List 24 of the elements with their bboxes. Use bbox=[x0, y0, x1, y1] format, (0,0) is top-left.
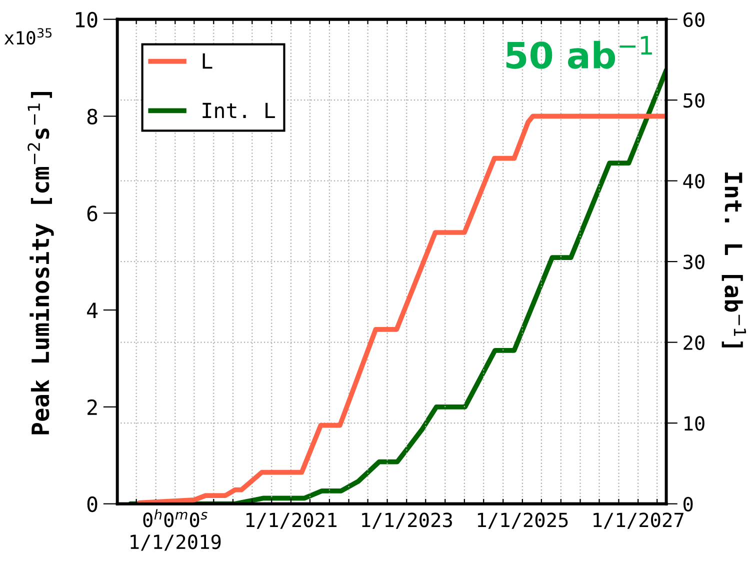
y2-tick-label: 60 bbox=[684, 12, 704, 28]
y2-tick-label: 10 bbox=[684, 416, 704, 431]
y-tick-label: 2 bbox=[88, 399, 97, 415]
legend-label: L bbox=[202, 53, 212, 69]
y2-tick-label: 30 bbox=[684, 254, 704, 270]
y2-tick-label: 40 bbox=[683, 174, 704, 189]
x-tick-label: 1/1/2023 bbox=[362, 512, 452, 529]
y-tick-label: 6 bbox=[87, 206, 98, 222]
y-tick-label: 8 bbox=[87, 108, 98, 124]
x-tick-label: 1/1/2025 bbox=[478, 512, 568, 529]
y2-tick-label: 50 bbox=[684, 93, 704, 108]
y-tick-label: 4 bbox=[87, 302, 98, 318]
y-tick-label: 10 bbox=[76, 12, 98, 28]
y2-tick-label: 20 bbox=[684, 335, 704, 350]
x-tick-label: 1/1/2021 bbox=[246, 512, 336, 529]
y-tick-label: 0 bbox=[87, 496, 98, 512]
text: x10$^{35}$ bbox=[4, 28, 52, 45]
y-axis-title: Peak Luminosity [cm$^{−2}$s$^{−1}$] bbox=[28, 92, 54, 434]
annotation: 50 ab$^{−1}$ bbox=[506, 36, 652, 69]
y2-tick-label: 0 bbox=[684, 496, 693, 512]
legend-label: Int. L bbox=[202, 102, 275, 118]
y2-axis-title: Int. L [ab$^{−1}$] bbox=[722, 172, 746, 348]
x-tick-label: 1/1/2027 bbox=[594, 512, 684, 529]
x-tick-label: 0$^{h}$0$^{m}$0$^{s}$ 1/1/2019 bbox=[130, 509, 221, 551]
